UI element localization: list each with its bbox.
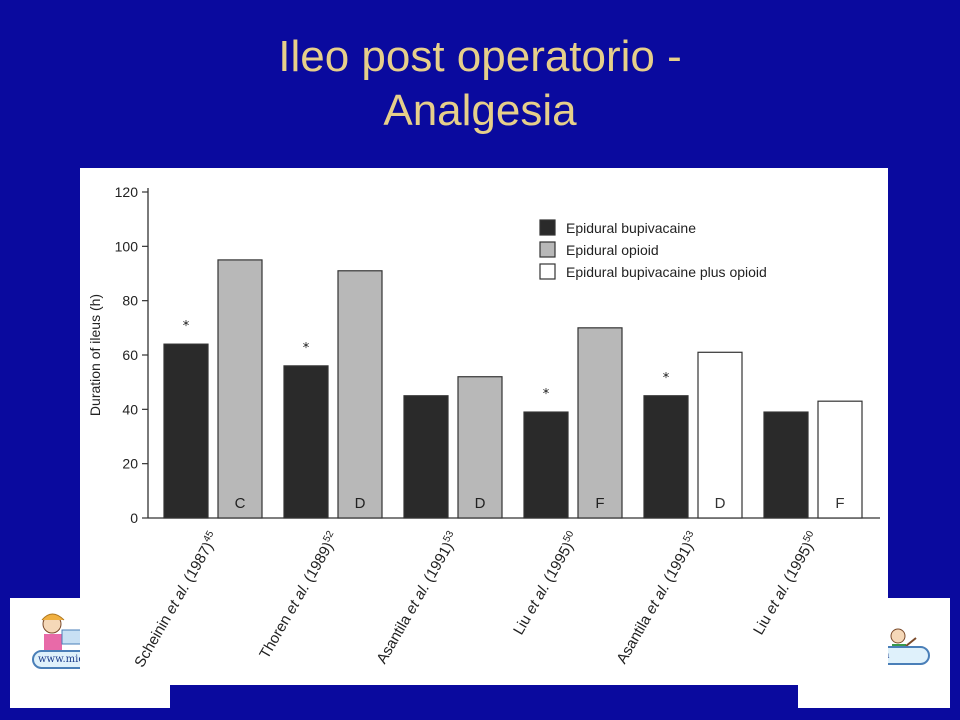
bar-epidural-opioid	[217, 259, 263, 519]
slide-title-line1: Ileo post operatorio -	[278, 32, 682, 81]
category-label: Liu et al. (1995)50	[749, 529, 822, 638]
y-tick-label: 60	[122, 347, 138, 363]
legend-label: Epidural bupivacaine plus opioid	[566, 264, 767, 280]
y-tick-label: 120	[115, 184, 139, 200]
y-tick-label: 80	[122, 293, 138, 309]
bar-letter-label: F	[595, 495, 604, 512]
bar-letter-label: D	[475, 495, 486, 512]
bar-letter-label: C	[235, 495, 246, 512]
bar-epidural-opioid	[457, 376, 503, 519]
category-label: Scheinin et al. (1987)45	[130, 529, 222, 671]
bar-letter-label: F	[835, 495, 844, 512]
bar-epidural-bupivacaine	[763, 411, 809, 519]
bar-epidural-bupivacaine-plus-opioid	[697, 351, 743, 519]
slide-title-line2: Analgesia	[383, 86, 577, 135]
y-tick-label: 40	[122, 401, 138, 417]
y-tick-label: 20	[122, 456, 138, 472]
legend-label: Epidural opioid	[566, 242, 659, 258]
legend-swatch	[539, 241, 556, 258]
bar-epidural-bupivacaine	[163, 343, 209, 519]
y-tick-label: 0	[130, 510, 138, 526]
chart-panel: 0 20 40 60 80 100 120 Duration of ileus (h) * C Sc…	[80, 168, 888, 685]
bar-epidural-bupivacaine	[283, 365, 329, 519]
y-tick-label: 100	[115, 238, 139, 254]
significance-star: *	[543, 387, 550, 402]
bar-letter-label: D	[355, 495, 366, 512]
legend-label: Epidural bupivacaine	[566, 220, 696, 236]
category-label: Liu et al. (1995)50	[509, 529, 582, 638]
cartoon-figure-icon	[41, 613, 83, 652]
bar-epidural-opioid	[337, 270, 383, 519]
bar-epidural-bupivacaine	[643, 395, 689, 519]
significance-star: *	[663, 371, 670, 386]
bar-epidural-bupivacaine-plus-opioid	[817, 400, 863, 519]
legend-swatch	[539, 263, 556, 280]
category-label: Thoren et al. (1989)52	[255, 529, 342, 662]
y-axis-label: Duration of ileus (h)	[87, 294, 103, 416]
significance-star: *	[183, 319, 190, 334]
legend-swatch	[539, 219, 556, 236]
bar-epidural-bupivacaine	[403, 395, 449, 519]
category-label: Asantila et al. (1991)53	[613, 529, 703, 667]
bar-letter-label: D	[715, 495, 726, 512]
category-label: Asantila et al. (1991)53	[373, 529, 463, 667]
bar-epidural-bupivacaine	[523, 411, 569, 519]
bar-epidural-opioid	[577, 327, 623, 519]
slide-title: Ileo post operatorio - Analgesia	[0, 30, 960, 138]
bar-chart: 0 20 40 60 80 100 120 Duration of ileus (h) * C Sc…	[87, 184, 880, 671]
significance-star: *	[303, 341, 310, 356]
